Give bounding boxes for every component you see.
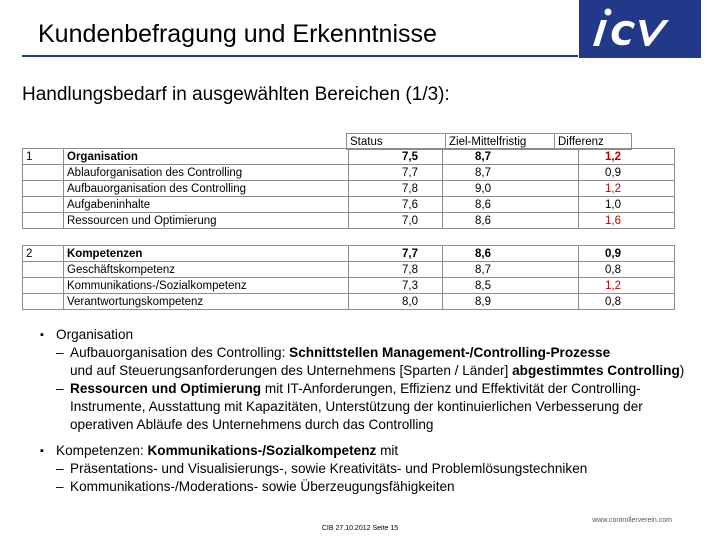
table-row: Verantwortungskompetenz 8,0 8,9 0,8 [22, 293, 675, 310]
sub-bullet-aufbauorganisation: Aufbauorganisation des Controlling: Schn… [40, 344, 700, 380]
table-row: Geschäftskompetenz 7,8 8,7 0,8 [22, 261, 675, 278]
table-row: 2 Kompetenzen 7,7 8,6 0,9 [22, 245, 675, 262]
footer-page-info: CIB 27.10.2012 Seite 15 [321, 525, 399, 532]
table-row: Aufbauorganisation des Controlling 7,8 9… [22, 180, 675, 197]
table-row: 1 Organisation 7,5 8,7 1,2 [22, 148, 675, 165]
website-url: www.controllerverein.com [592, 517, 672, 524]
icv-logo [579, 0, 701, 58]
table-group-kompetenzen: 2 Kompetenzen 7,7 8,6 0,9 Geschäftskompe… [22, 245, 675, 310]
table-row: Ablauforganisation des Controlling 7,7 8… [22, 164, 675, 181]
table-row: Ressourcen und Optimierung 7,0 8,6 1,6 [22, 212, 675, 229]
table-row: Aufgabeninhalte 7,6 8,6 1,0 [22, 196, 675, 213]
table-row: Kommunikations-/Sozialkompetenz 7,3 8,5 … [22, 277, 675, 294]
icv-logo-icon [579, 0, 701, 58]
bullet-list: Organisation Aufbauorganisation des Cont… [40, 326, 700, 496]
table-group-organisation: 1 Organisation 7,5 8,7 1,2 Ablauforganis… [22, 148, 675, 229]
slide-subtitle: Handlungsbedarf in ausgewählten Bereiche… [22, 84, 450, 105]
slide-title: Kundenbefragung und Erkenntnisse [38, 20, 437, 48]
bullet-organisation: Organisation [40, 326, 700, 344]
title-underline [22, 55, 578, 57]
sub-bullet-ressourcen: Ressourcen und Optimierung mit IT-Anford… [40, 380, 700, 434]
sub-bullet-kommunikation: Kommunikations-/Moderations- sowie Überz… [40, 478, 700, 496]
bullet-kompetenzen: Kompetenzen: Kommunikations-/Sozialkompe… [40, 442, 700, 460]
sub-bullet-praesentation: Präsentations- und Visualisierungs-, sow… [40, 460, 700, 478]
